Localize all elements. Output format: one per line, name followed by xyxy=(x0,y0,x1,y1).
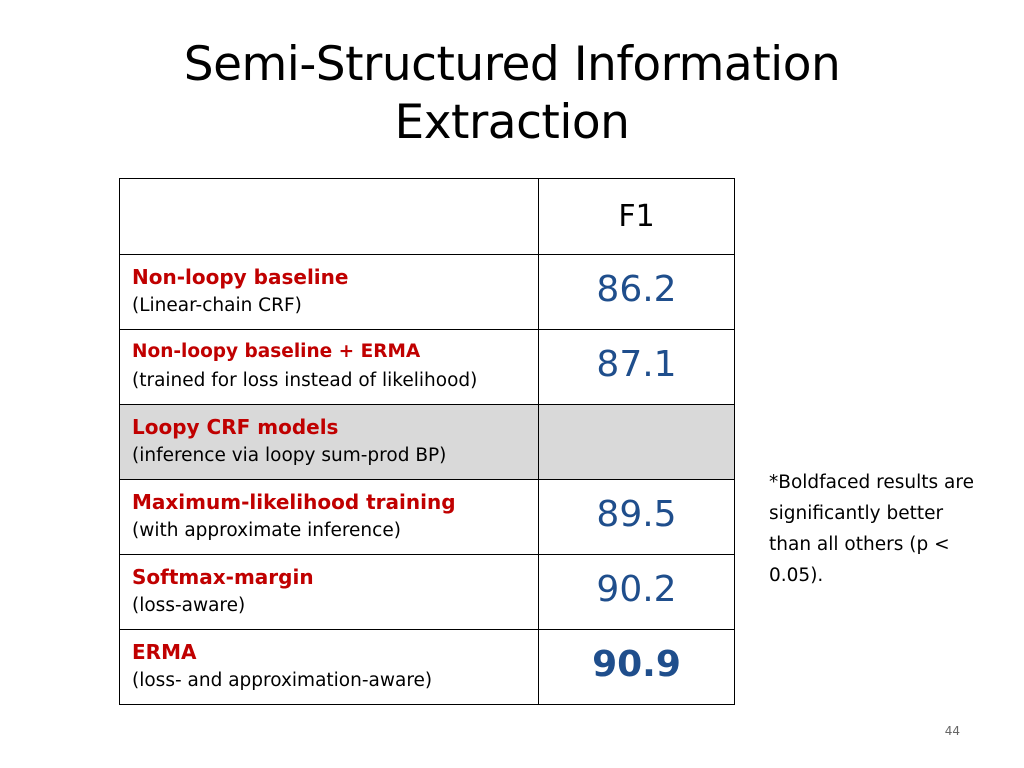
table-row-section-header: Loopy CRF models (inference via loopy su… xyxy=(119,404,735,480)
method-name: Non-loopy baseline xyxy=(132,265,349,289)
f1-value: 90.2 xyxy=(596,569,677,610)
method-name: Maximum-likelihood training xyxy=(132,490,456,514)
f1-cell: 90.2 xyxy=(538,554,735,630)
method-description: (trained for loss instead of likelihood) xyxy=(132,370,478,391)
method-cell: Loopy CRF models (inference via loopy su… xyxy=(119,404,539,480)
slide-title-line-2: Extraction xyxy=(394,95,630,150)
method-description: (with approximate inference) xyxy=(132,520,401,541)
method-cell: Maximum-likelihood training (with approx… xyxy=(119,479,539,555)
table-row: Non-loopy baseline + ERMA (trained for l… xyxy=(119,329,735,405)
method-cell: Non-loopy baseline (Linear-chain CRF) xyxy=(119,254,539,330)
method-description: (Linear-chain CRF) xyxy=(132,295,302,316)
f1-value: 89.5 xyxy=(596,494,677,535)
method-cell: Softmax-margin (loss-aware) xyxy=(119,554,539,630)
slide-title-line-1: Semi-Structured Information xyxy=(183,37,841,92)
f1-cell: 89.5 xyxy=(538,479,735,555)
results-table: F1 Non-loopy baseline (Linear-chain CRF)… xyxy=(119,178,735,705)
f1-cell: 86.2 xyxy=(538,254,735,330)
f1-value: 86.2 xyxy=(596,269,677,310)
method-description: (loss-aware) xyxy=(132,595,246,616)
f1-header: F1 xyxy=(618,199,655,234)
table-header-row: F1 xyxy=(119,178,735,255)
method-cell: Non-loopy baseline + ERMA (trained for l… xyxy=(119,329,539,405)
header-label-cell xyxy=(119,178,539,255)
page-number: 44 xyxy=(944,724,960,738)
method-description: (loss- and approximation-aware) xyxy=(132,670,433,691)
f1-value: 87.1 xyxy=(596,344,677,385)
method-name: Softmax-margin xyxy=(132,565,314,589)
f1-cell xyxy=(538,404,735,480)
table-row: Softmax-margin (loss-aware) 90.2 xyxy=(119,554,735,630)
table-row: Maximum-likelihood training (with approx… xyxy=(119,479,735,555)
method-group-description: (inference via loopy sum-prod BP) xyxy=(132,445,447,466)
header-value-cell: F1 xyxy=(538,178,735,255)
table-row: Non-loopy baseline (Linear-chain CRF) 86… xyxy=(119,254,735,330)
method-cell: ERMA (loss- and approximation-aware) xyxy=(119,629,539,705)
method-name: ERMA xyxy=(132,640,197,664)
significance-note: *Boldfaced results are significantly bet… xyxy=(769,472,974,586)
f1-value-best: 90.9 xyxy=(592,644,681,685)
slide-title: Semi-Structured Information Extraction xyxy=(0,36,1024,152)
method-name: Non-loopy baseline + ERMA xyxy=(132,341,421,362)
method-group-name: Loopy CRF models xyxy=(132,415,339,439)
f1-cell: 90.9 xyxy=(538,629,735,705)
f1-cell: 87.1 xyxy=(538,329,735,405)
table-row: ERMA (loss- and approximation-aware) 90.… xyxy=(119,629,735,705)
